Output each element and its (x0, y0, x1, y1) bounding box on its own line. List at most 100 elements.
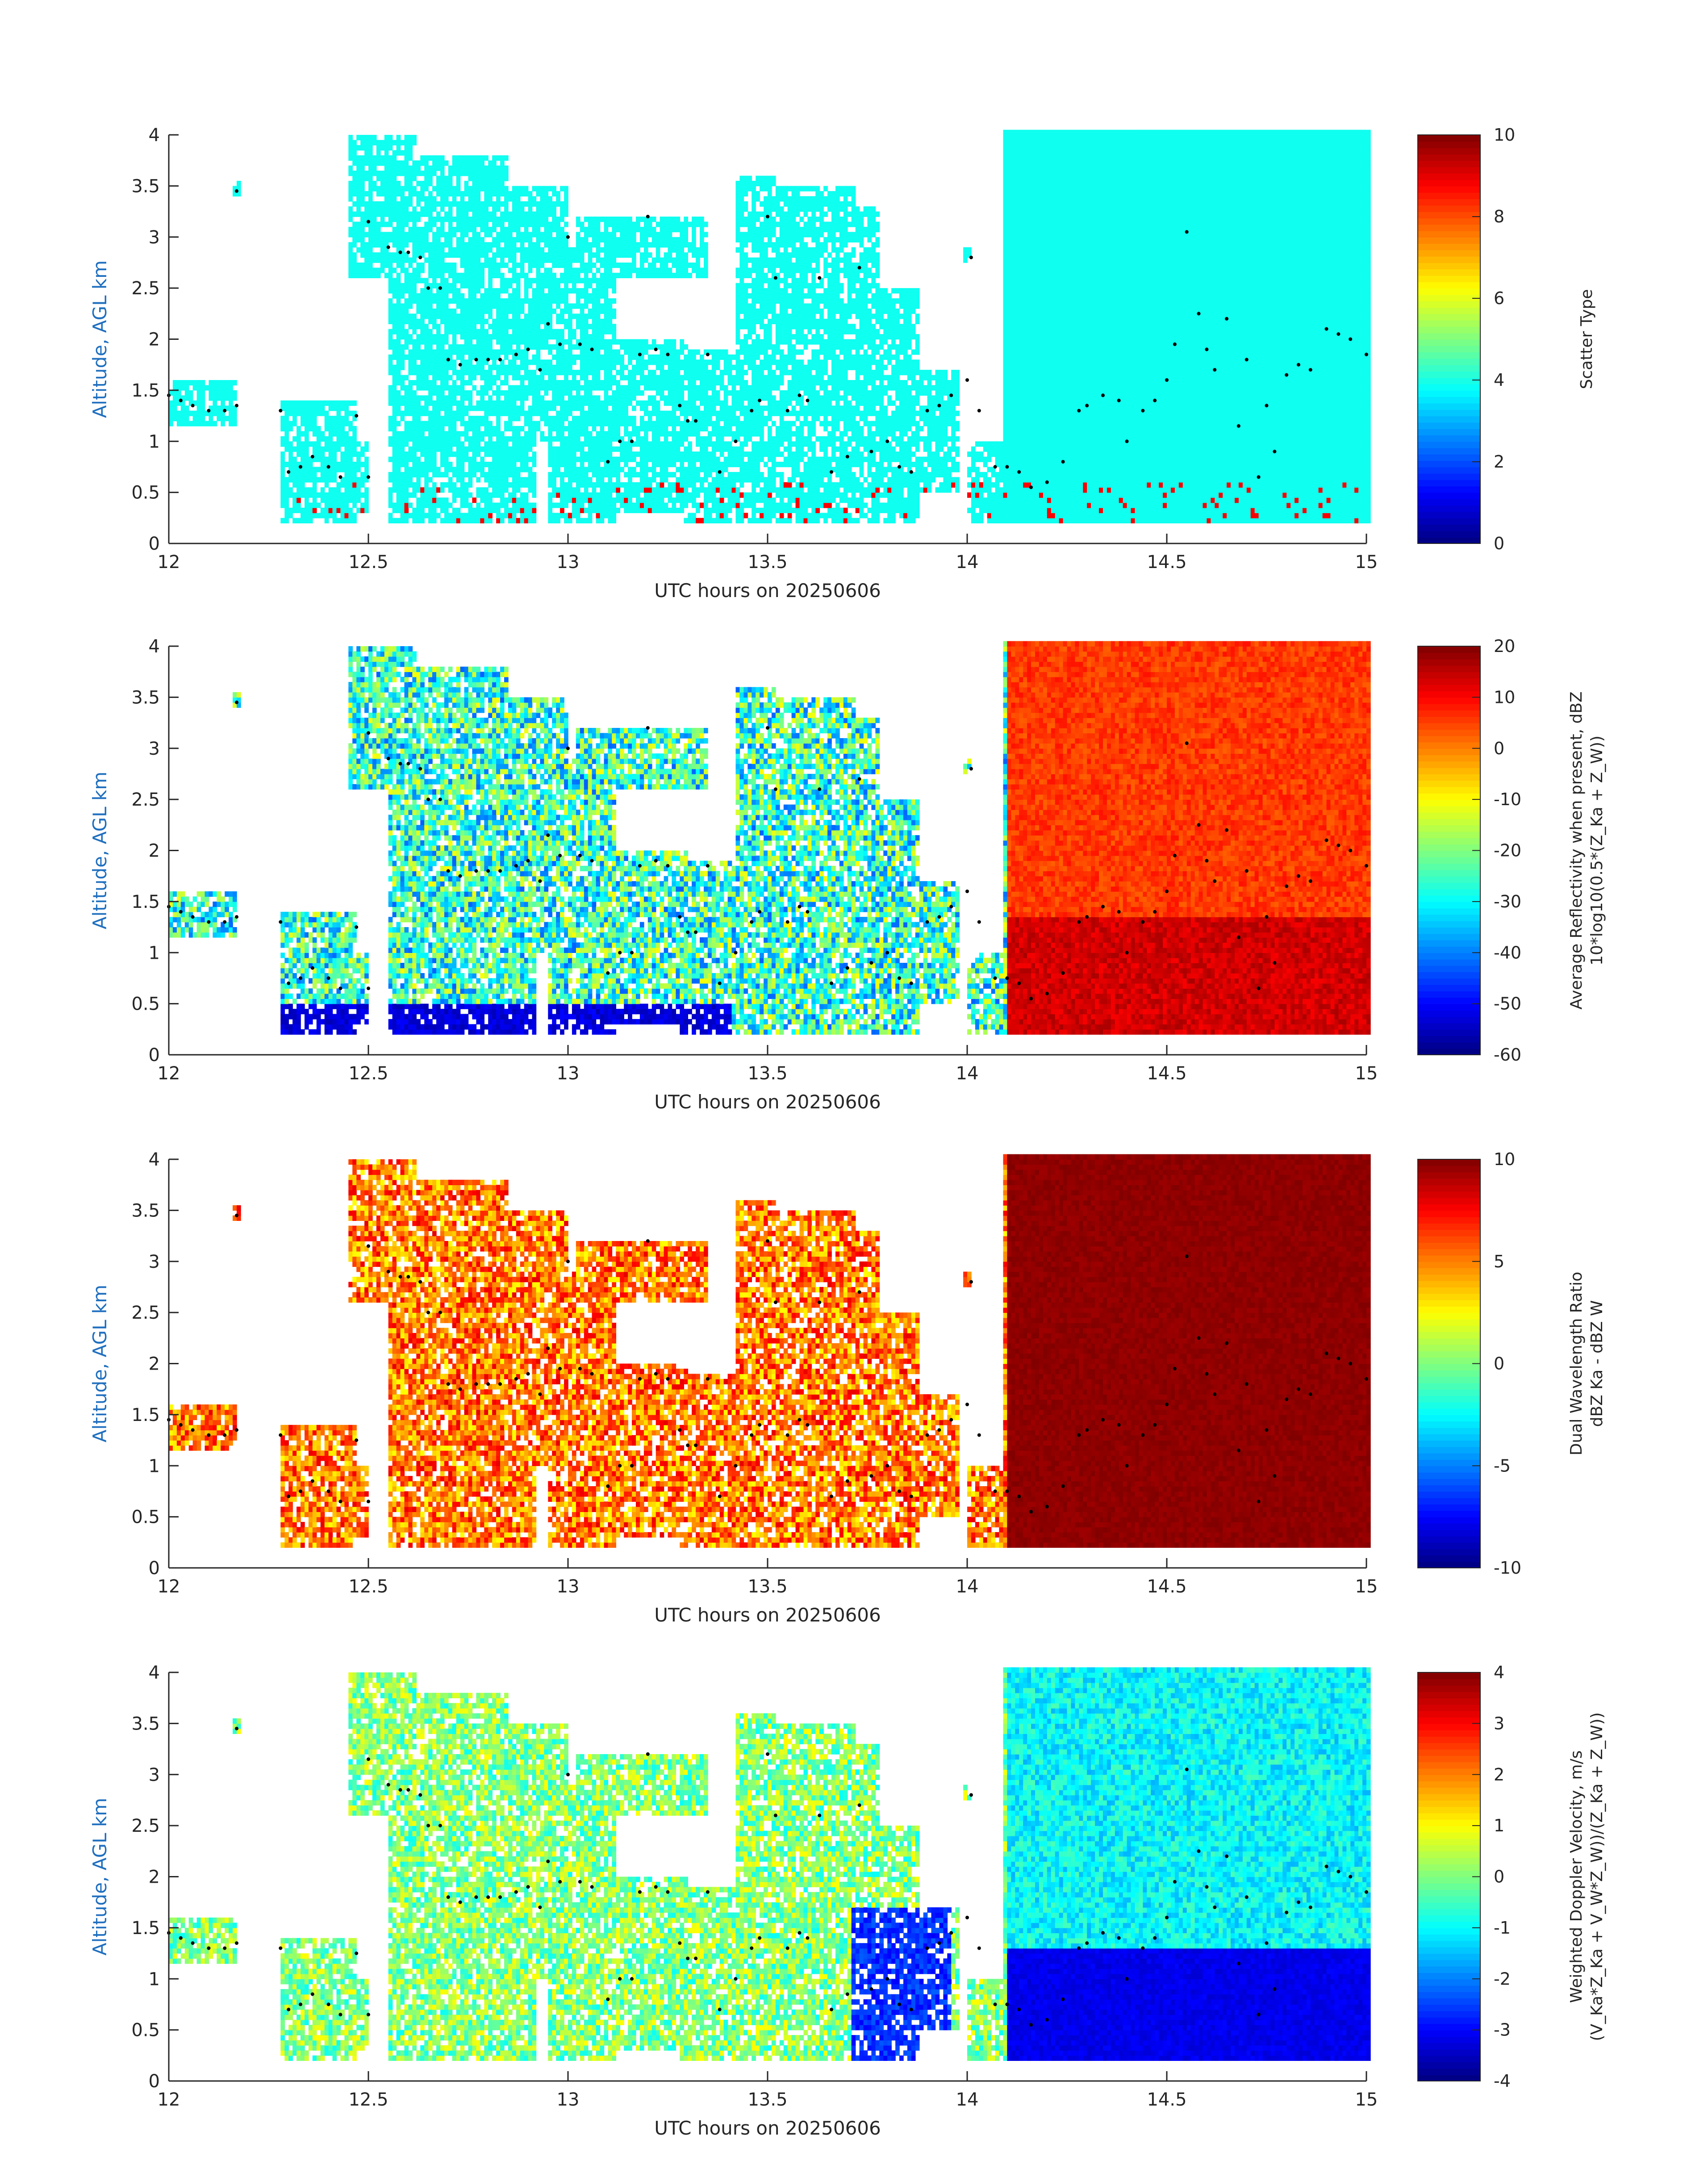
heatmap-cell (405, 339, 409, 345)
heatmap-cell (420, 171, 425, 176)
heatmap-cell (368, 273, 373, 278)
heatmap-cell (405, 375, 409, 380)
heatmap-cell (229, 380, 233, 385)
heatmap-cell (333, 431, 337, 436)
heatmap-cell (401, 451, 405, 457)
heatmap-cell (356, 176, 361, 181)
heatmap-cell (329, 421, 333, 426)
heatmap-cell (405, 493, 409, 498)
heatmap-cell (440, 155, 445, 161)
heatmap-cell (428, 349, 433, 355)
heatmap-cell (436, 375, 441, 380)
heatmap-cell (412, 370, 417, 375)
heatmap-cell (416, 405, 421, 411)
heatmap-cell (288, 451, 293, 457)
heatmap-cell (444, 457, 449, 462)
heatmap-cell (436, 324, 441, 329)
heatmap-cell (440, 390, 445, 396)
heatmap-cell (420, 242, 425, 247)
heatmap-cell (364, 497, 369, 503)
heatmap-cell (325, 436, 329, 442)
heatmap-cell (325, 497, 329, 503)
heatmap-cell (416, 395, 421, 401)
heatmap-cell (368, 232, 373, 237)
heatmap-cell (325, 441, 329, 447)
heatmap-cell (340, 421, 345, 426)
heatmap-cell (225, 416, 229, 421)
heatmap-cell (416, 237, 421, 242)
heatmap-cell (352, 186, 357, 191)
heatmap-cell (352, 431, 357, 436)
heatmap-cell (229, 411, 233, 416)
heatmap-cell (329, 451, 333, 457)
heatmap-cell (408, 181, 413, 186)
heatmap-cell (301, 421, 305, 426)
heatmap-cell (401, 493, 405, 498)
heatmap-cell (221, 380, 225, 385)
heatmap-cell (225, 380, 229, 385)
heatmap-cell (428, 497, 433, 503)
heatmap-cell (401, 258, 405, 263)
heatmap-cell (424, 441, 429, 447)
heatmap-cell (412, 206, 417, 212)
heatmap-cell (344, 447, 349, 452)
heatmap-cell (337, 503, 341, 508)
heatmap-cell (284, 513, 289, 518)
heatmap-cell (420, 508, 425, 513)
heatmap-cell (428, 334, 433, 339)
heatmap-cell (397, 405, 401, 411)
heatmap-cell (344, 467, 349, 472)
heatmap-cell (408, 370, 413, 375)
heatmap-cell (384, 150, 389, 155)
heatmap-cell (201, 421, 205, 426)
heatmap-cell (360, 477, 365, 482)
heatmap-cell (360, 155, 365, 161)
heatmap-cell (444, 303, 449, 309)
heatmap-cell (197, 385, 201, 390)
heatmap-cell (284, 405, 289, 411)
heatmap-cell (436, 258, 441, 263)
heatmap-cell (384, 171, 389, 176)
heatmap-cell (432, 503, 437, 508)
heatmap-cell (420, 349, 425, 355)
heatmap-cell (344, 441, 349, 447)
heatmap-cell (424, 212, 429, 217)
heatmap-cell (305, 508, 309, 513)
heatmap-cell (388, 171, 393, 176)
heatmap-cell (384, 145, 389, 150)
heatmap-cell (348, 493, 353, 498)
heatmap-cell (333, 462, 337, 467)
heatmap-cell (397, 355, 401, 360)
heatmap-cell (348, 247, 353, 253)
heatmap-cell (412, 221, 417, 227)
heatmap-cell (229, 385, 233, 390)
heatmap-cell (412, 227, 417, 232)
heatmap-cell (313, 401, 317, 406)
heatmap-cell (420, 441, 425, 447)
heatmap-cell (356, 451, 361, 457)
heatmap-cell (440, 186, 445, 191)
heatmap-cell (368, 155, 373, 161)
heatmap-cell (317, 411, 321, 416)
heatmap-cell (397, 467, 401, 472)
heatmap-cell (372, 221, 377, 227)
heatmap-cell (412, 447, 417, 452)
heatmap-cell (292, 411, 297, 416)
heatmap-cell (408, 258, 413, 263)
heatmap-cell (397, 293, 401, 299)
heatmap-cell (428, 166, 433, 171)
heatmap-cell (436, 155, 441, 161)
heatmap-cell (428, 493, 433, 498)
heatmap-cell (420, 472, 425, 477)
heatmap-cell (337, 401, 341, 406)
heatmap-cell (424, 206, 429, 212)
heatmap-cell (397, 441, 401, 447)
heatmap-cell (380, 145, 385, 150)
heatmap-cell (313, 482, 317, 488)
heatmap-cell (393, 278, 397, 283)
heatmap-cell (344, 401, 349, 406)
heatmap-cell (393, 416, 397, 421)
heatmap-cell (444, 375, 449, 380)
heatmap-cell (185, 421, 189, 426)
heatmap-cell (352, 436, 357, 442)
